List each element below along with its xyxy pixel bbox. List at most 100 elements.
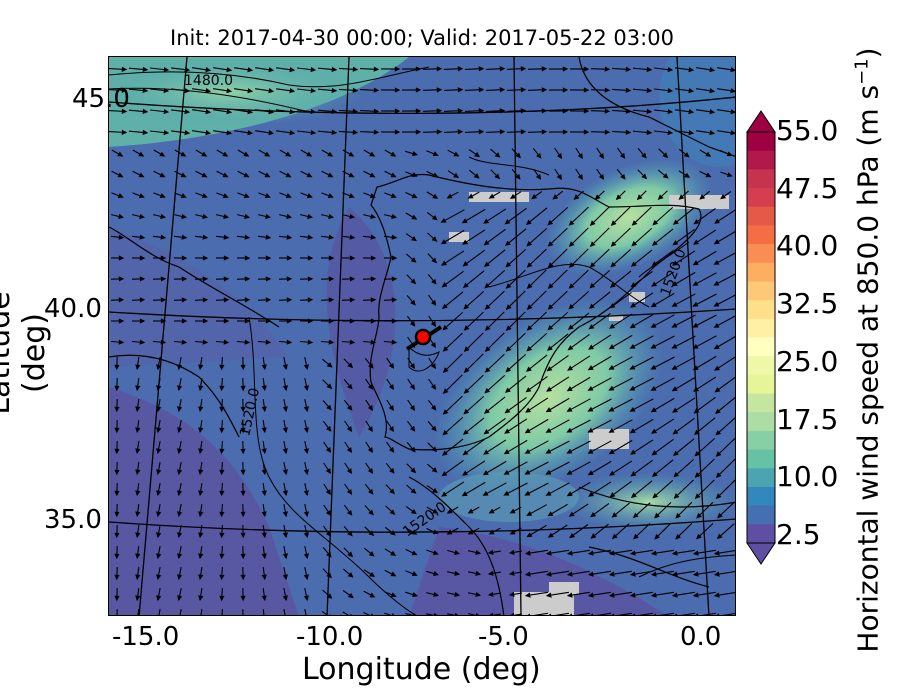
- wind-vector: [695, 479, 715, 499]
- wind-vector: [468, 613, 477, 615]
- wind-vector-head: [441, 491, 448, 497]
- wind-vector-head: [118, 255, 125, 261]
- wind-vector-head: [568, 241, 575, 247]
- wind-vector-head: [609, 492, 616, 498]
- wind-vector-head: [139, 276, 146, 282]
- wind-vector-head: [265, 213, 272, 220]
- wind-vector-head: [475, 549, 482, 555]
- wind-vector: [547, 354, 569, 372]
- wind-vector: [693, 229, 717, 245]
- wind-vector-head: [693, 219, 700, 225]
- wind-vector-head: [675, 512, 681, 519]
- wind-vector-head: [346, 426, 353, 433]
- wind-vector-head: [310, 108, 317, 115]
- wind-vector-head: [654, 512, 660, 519]
- wind-vector: [651, 335, 675, 349]
- wind-vector-head: [625, 87, 632, 93]
- wind-vector-head: [505, 325, 512, 331]
- wind-vector-head: [139, 297, 146, 303]
- wind-vector: [672, 314, 696, 328]
- wind-vector-head: [240, 595, 246, 602]
- wind-vector: [462, 229, 486, 245]
- wind-vector-head: [325, 510, 331, 517]
- wind-vector: [443, 353, 463, 373]
- wind-vector-head: [653, 613, 657, 615]
- wind-vector: [464, 353, 484, 373]
- wind-vector-head: [303, 574, 309, 581]
- wind-vector-head: [462, 429, 469, 435]
- wind-vector-head: [630, 449, 637, 455]
- wind-vector: [693, 250, 717, 266]
- wind-vector: [631, 270, 653, 288]
- wind-vector-head: [326, 593, 333, 599]
- wind-vector-head: [526, 345, 533, 352]
- colorbar-bin: [747, 486, 775, 507]
- wind-vector-head: [431, 214, 438, 221]
- wind-vector-head: [545, 592, 552, 598]
- wind-vector-head: [577, 174, 583, 181]
- wind-vector: [262, 609, 265, 615]
- wind-vector-head: [286, 318, 293, 324]
- wind-vector: [672, 293, 696, 307]
- wind-vector-head: [568, 303, 575, 310]
- wind-vector: [693, 293, 717, 307]
- wind-vector-head: [303, 469, 309, 476]
- wind-vector-head: [432, 529, 439, 535]
- wind-vector-head: [714, 408, 721, 414]
- wind-vector-head: [349, 255, 356, 261]
- wind-vector-head: [349, 318, 356, 324]
- wind-vector-head: [114, 469, 120, 476]
- wind-vector-head: [177, 532, 183, 539]
- wind-vector: [442, 459, 464, 477]
- wind-vector-head: [545, 469, 552, 475]
- wind-vector: [672, 376, 696, 392]
- wind-vector-head: [525, 366, 532, 372]
- wind-vector-head: [630, 492, 637, 498]
- wind-vector-head: [430, 321, 436, 328]
- wind-vector-head: [369, 571, 376, 577]
- wind-vector-head: [289, 88, 296, 94]
- wind-vector-head: [589, 241, 596, 247]
- wind-vector: [693, 376, 717, 392]
- wind-vector-head: [370, 297, 377, 303]
- wind-vector-head: [630, 282, 637, 288]
- wind-vector-head: [609, 282, 616, 288]
- wind-vector-head: [325, 447, 332, 453]
- wind-vector-head: [629, 385, 636, 391]
- map-panel[interactable]: 1480.0 1520.0 1520.0 1520.0: [108, 56, 736, 616]
- wind-vector-head: [247, 109, 254, 115]
- wind-vector: [505, 207, 527, 225]
- wind-vector-head: [487, 570, 494, 576]
- wind-vector-head: [608, 385, 615, 391]
- wind-vector-head: [177, 448, 183, 455]
- wind-field-ebro-max: [544, 157, 714, 277]
- wind-vector: [714, 356, 735, 371]
- wind-vector-head: [577, 153, 583, 160]
- wind-vector-head: [223, 234, 230, 240]
- wind-vector-head: [240, 490, 246, 497]
- wind-vector-head: [219, 490, 225, 497]
- wind-vector-head: [608, 550, 615, 556]
- wind-vector-head: [219, 511, 225, 518]
- wind-vector-head: [590, 511, 597, 518]
- wind-vector-head: [566, 448, 573, 454]
- wind-vector-head: [135, 406, 141, 413]
- y-tick-label: 40.0: [44, 294, 102, 324]
- wind-vector-head: [629, 592, 636, 598]
- wind-vector-head: [163, 108, 170, 115]
- wind-vector-head: [303, 406, 309, 413]
- wind-vector-head: [524, 448, 531, 454]
- wind-vector-head: [505, 346, 512, 352]
- wind-vector-head: [457, 66, 464, 72]
- wind-vector-head: [693, 239, 700, 245]
- wind-vector-head: [566, 550, 573, 556]
- wind-vector-head: [672, 219, 679, 225]
- wind-vector-head: [508, 591, 515, 597]
- wind-vector-head: [716, 533, 723, 540]
- wind-vector-head: [482, 490, 489, 496]
- wind-vector-head: [139, 234, 146, 240]
- wind-vector-head: [326, 362, 333, 368]
- wind-vector-head: [261, 511, 267, 518]
- wind-vector: [363, 612, 371, 615]
- wind-vector-head: [390, 592, 397, 598]
